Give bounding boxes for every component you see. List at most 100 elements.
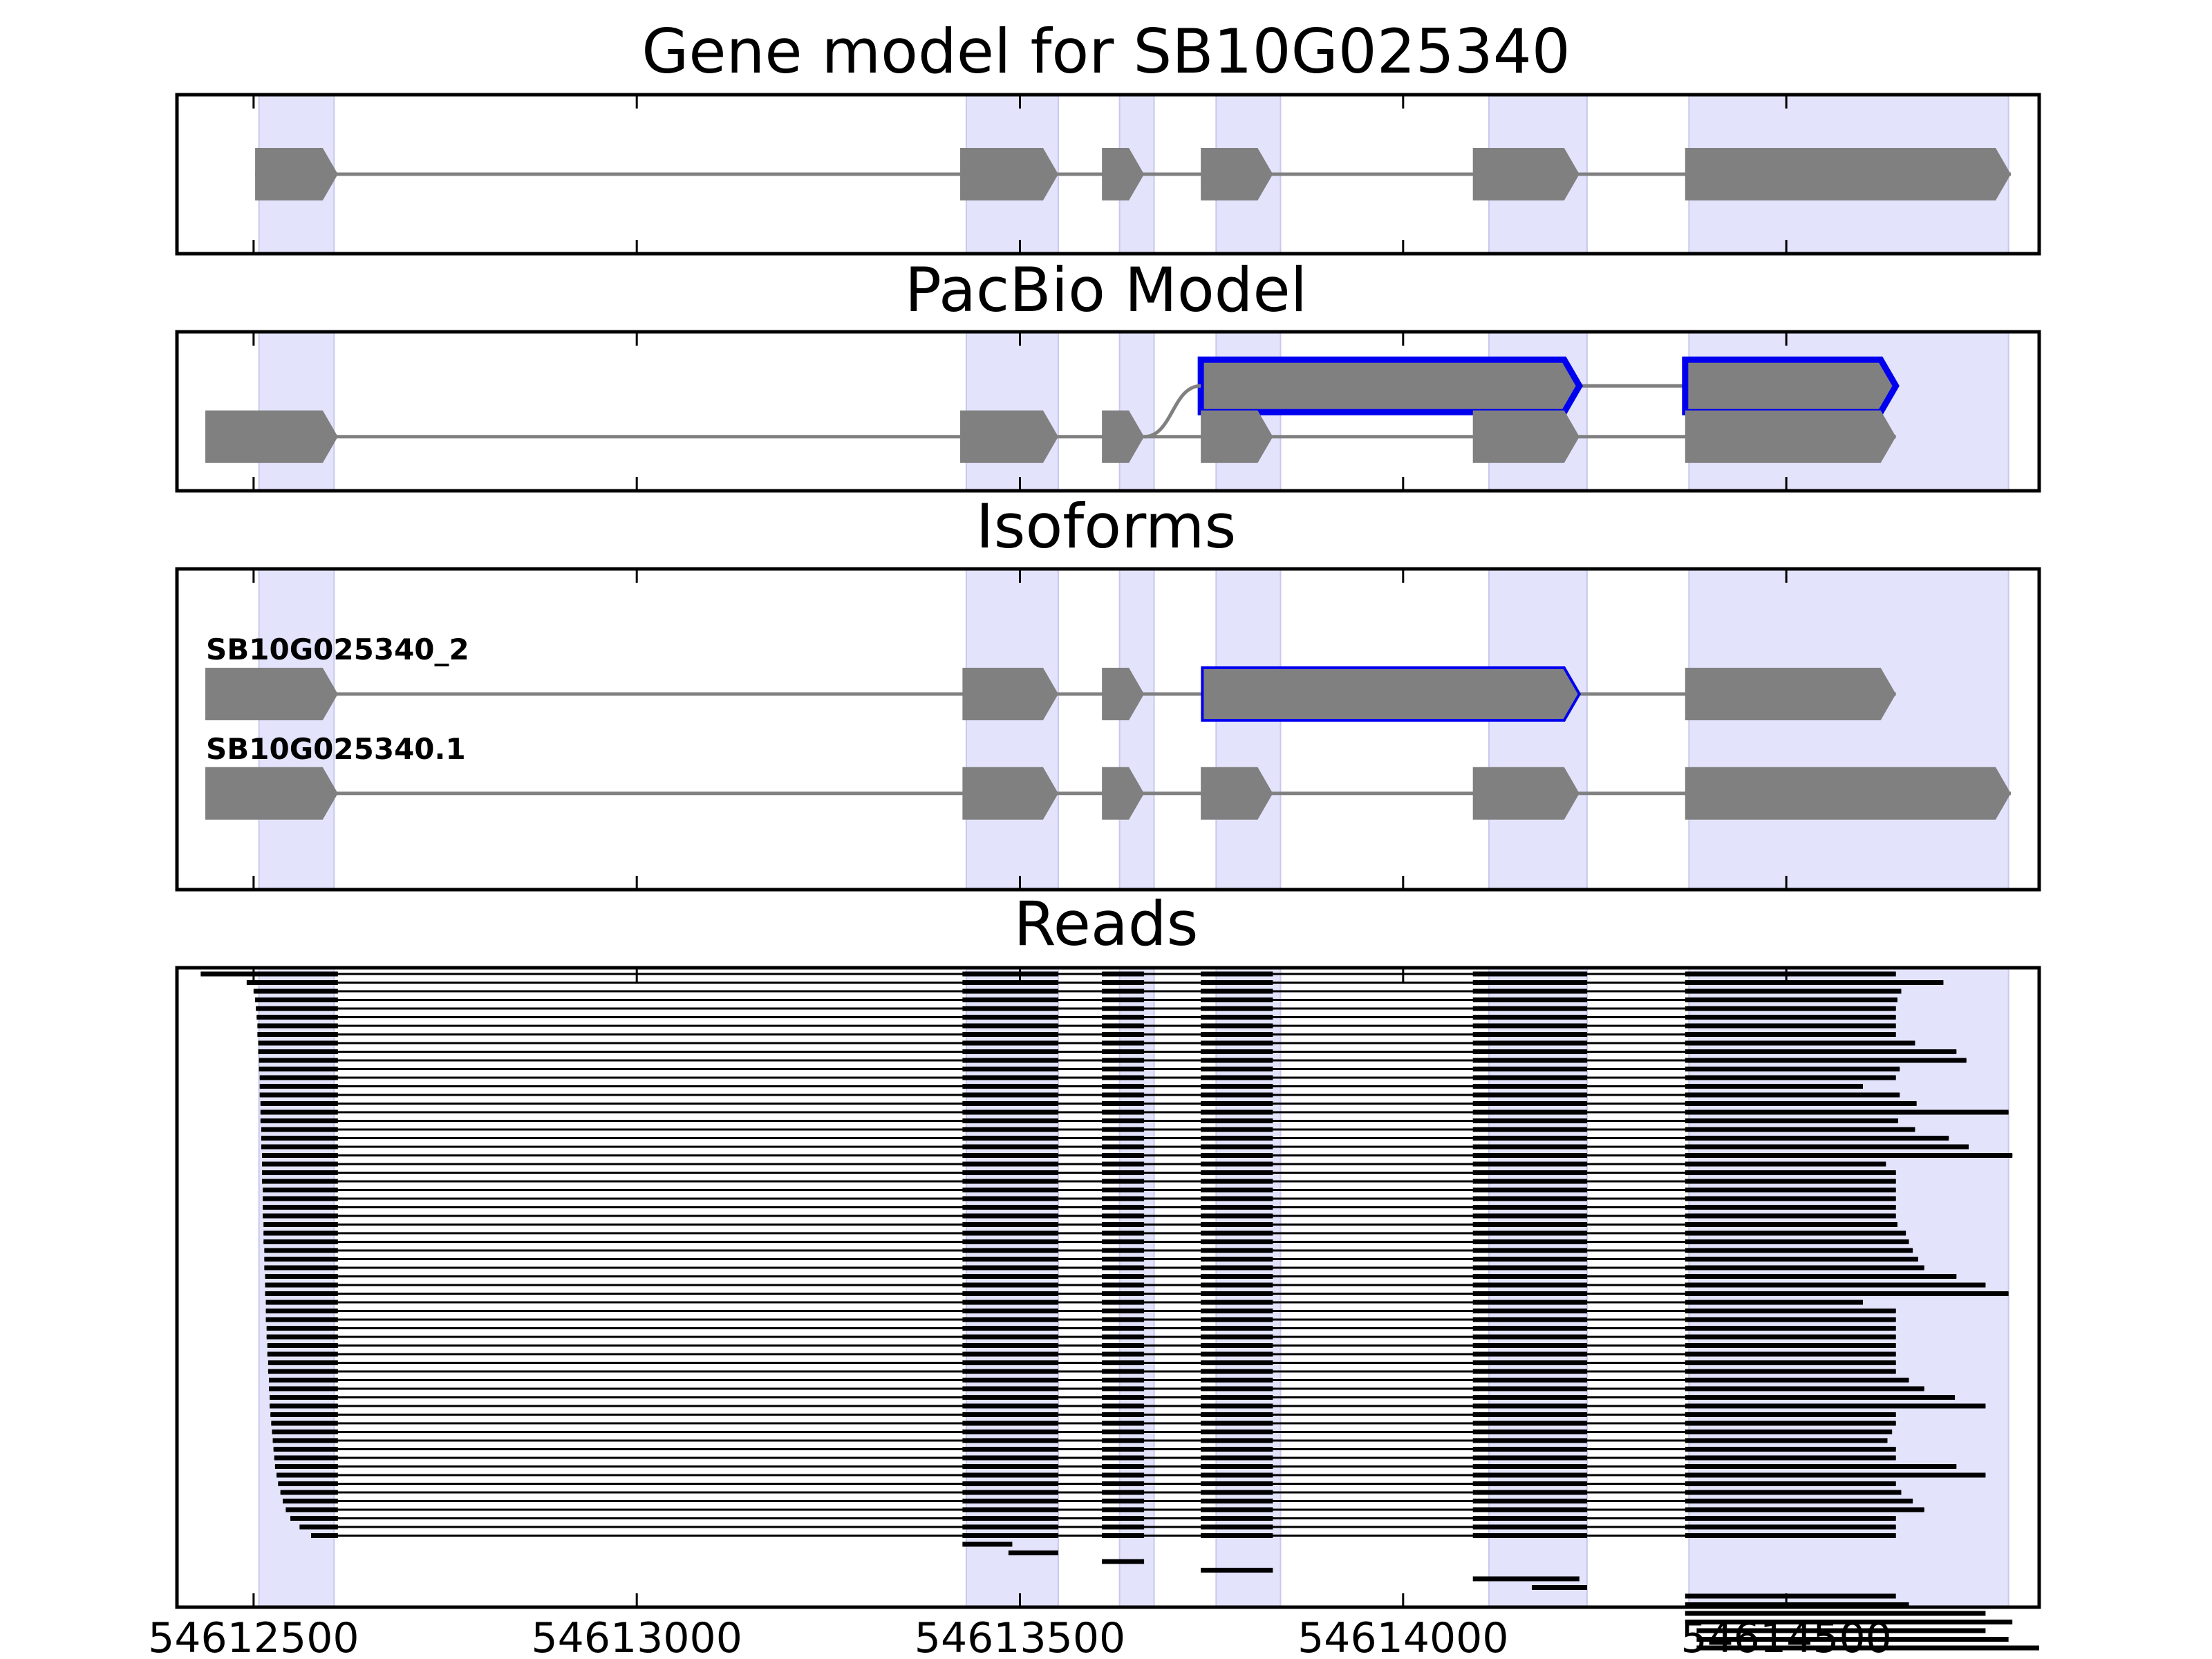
read-exon bbox=[1685, 1049, 1957, 1054]
read-exon bbox=[259, 1092, 338, 1098]
read-exon bbox=[962, 1257, 1058, 1262]
read-exon bbox=[272, 1438, 338, 1443]
read-exon bbox=[962, 1447, 1058, 1452]
exon-block bbox=[1472, 767, 1580, 820]
read-exon bbox=[1102, 1092, 1145, 1098]
read-exon bbox=[268, 1360, 338, 1365]
read-exon bbox=[280, 1490, 338, 1495]
read-exon bbox=[1201, 1213, 1273, 1219]
read-exon bbox=[1685, 1239, 1909, 1244]
read-exon bbox=[962, 1369, 1058, 1374]
read-exon bbox=[260, 1109, 338, 1115]
read-exon bbox=[266, 1334, 338, 1340]
read-exon bbox=[962, 1196, 1058, 1201]
exon-block bbox=[1201, 767, 1273, 820]
read-exon bbox=[1472, 1378, 1587, 1382]
read-exon bbox=[1472, 1395, 1587, 1400]
read-exon bbox=[1472, 1109, 1587, 1115]
read-exon bbox=[962, 1084, 1058, 1089]
read-exon bbox=[1102, 1248, 1145, 1253]
read-exon bbox=[1102, 1040, 1145, 1046]
read-exon bbox=[1472, 1092, 1587, 1098]
titles-layer: Gene model for SB10G025340 PacBio Model … bbox=[641, 16, 1571, 959]
read-exon bbox=[1102, 1421, 1145, 1426]
read-exon bbox=[1685, 1602, 1909, 1607]
read-exon bbox=[257, 1032, 338, 1037]
isoform-label: SB10G025340.1 bbox=[206, 732, 466, 766]
read-exon bbox=[1102, 1533, 1145, 1538]
read-exon bbox=[1102, 1481, 1145, 1486]
read-exon bbox=[962, 1239, 1058, 1244]
read-exon bbox=[1102, 1213, 1145, 1219]
exon-block bbox=[1685, 148, 2011, 200]
exon-block bbox=[1685, 667, 1896, 720]
x-tick-label: 54614000 bbox=[1297, 1614, 1508, 1659]
read-exon bbox=[1472, 1196, 1587, 1201]
read-exon bbox=[282, 1499, 338, 1503]
read-exon bbox=[1201, 1170, 1273, 1175]
read-exon bbox=[1102, 1334, 1145, 1340]
read-exon bbox=[1472, 1576, 1580, 1582]
read-exon bbox=[1472, 1490, 1587, 1495]
read-exon bbox=[1201, 1490, 1273, 1495]
read-exon bbox=[1696, 1628, 1986, 1633]
read-exon bbox=[1201, 1464, 1273, 1469]
read-exon bbox=[1201, 1196, 1273, 1201]
read-exon bbox=[962, 1230, 1058, 1236]
read-exon bbox=[1102, 1351, 1145, 1357]
read-exon bbox=[1472, 1300, 1587, 1305]
isoform-label: SB10G025340_2 bbox=[206, 632, 469, 666]
read-exon bbox=[1472, 1127, 1587, 1132]
read-exon bbox=[1685, 1136, 1949, 1141]
read-exon bbox=[1201, 1257, 1273, 1262]
read-exon bbox=[1685, 1430, 1893, 1434]
read-exon bbox=[1201, 1058, 1273, 1063]
read-exon bbox=[1472, 1075, 1587, 1080]
read-exon bbox=[1201, 1274, 1273, 1279]
exon-block bbox=[1201, 148, 1273, 200]
read-exon bbox=[1201, 1040, 1273, 1046]
exon-highlight-band bbox=[965, 568, 1059, 890]
read-exon bbox=[1102, 1170, 1145, 1175]
read-exon bbox=[1201, 1153, 1273, 1158]
read-exon bbox=[1685, 1309, 1896, 1313]
read-exon bbox=[1201, 1430, 1273, 1434]
read-exon bbox=[1685, 1179, 1896, 1184]
read-exon bbox=[1008, 1550, 1058, 1555]
read-exon bbox=[1102, 1282, 1145, 1288]
read-exon bbox=[1685, 1490, 1902, 1495]
read-exon bbox=[1201, 1067, 1273, 1071]
read-exon bbox=[1201, 1239, 1273, 1244]
read-exon bbox=[1201, 1309, 1273, 1313]
read-exon bbox=[1201, 1015, 1273, 1020]
read-exon bbox=[265, 1309, 338, 1313]
read-exon bbox=[270, 1395, 338, 1400]
read-exon bbox=[1685, 1620, 2013, 1624]
read-exon bbox=[259, 1067, 338, 1071]
read-exon bbox=[1685, 1127, 1915, 1132]
exon-block bbox=[205, 767, 338, 820]
read-exon bbox=[1102, 1188, 1145, 1192]
read-exon bbox=[962, 1403, 1058, 1409]
read-exon bbox=[962, 1360, 1058, 1365]
read-exon bbox=[1685, 1447, 1896, 1452]
read-exon bbox=[1472, 1101, 1587, 1106]
read-exon bbox=[1685, 1213, 1896, 1219]
read-exon bbox=[1472, 1499, 1587, 1503]
read-exon bbox=[962, 997, 1058, 1002]
read-exon bbox=[1685, 1265, 1924, 1271]
read-exon bbox=[1201, 1291, 1273, 1296]
read-exon bbox=[1685, 1421, 1896, 1426]
read-exon bbox=[1201, 1265, 1273, 1271]
read-exon bbox=[1685, 1360, 1896, 1365]
read-exon bbox=[261, 1127, 338, 1132]
read-exon bbox=[200, 971, 338, 977]
read-exon bbox=[1201, 1369, 1273, 1374]
read-exon bbox=[1685, 1196, 1896, 1201]
read-exon bbox=[262, 1179, 338, 1184]
read-exon bbox=[261, 1144, 338, 1150]
read-exon bbox=[962, 1472, 1058, 1478]
read-exon bbox=[1201, 1447, 1273, 1452]
read-exon bbox=[267, 1343, 338, 1348]
